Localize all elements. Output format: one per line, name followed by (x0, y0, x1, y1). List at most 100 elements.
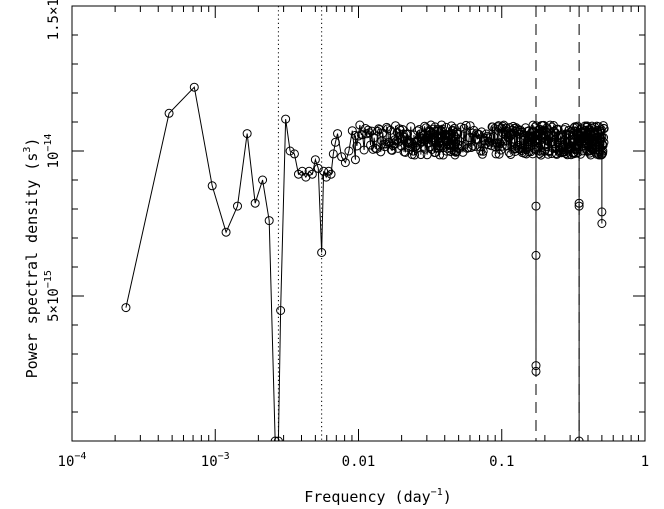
data-point (344, 146, 354, 156)
x-axis-label-text: Frequency (day (304, 488, 430, 506)
data-point (406, 122, 416, 132)
y-axis-label-text: Power spectral density (s (23, 153, 41, 379)
data-point (597, 219, 607, 228)
data-point (514, 129, 524, 139)
data-point (281, 114, 291, 124)
data-point (304, 166, 314, 176)
data-point (233, 201, 242, 211)
data-point (598, 146, 608, 156)
data-point (597, 207, 607, 217)
plot-frame (71, 5, 646, 442)
data-point (358, 130, 368, 140)
data-point (574, 201, 584, 211)
data-point (448, 126, 458, 136)
data-point (403, 129, 412, 139)
data-series (121, 82, 609, 441)
data-point (164, 108, 174, 118)
data-point (482, 131, 492, 141)
data-point (359, 145, 369, 155)
data-point (542, 123, 552, 133)
data-point (497, 141, 507, 151)
data-point (528, 120, 538, 130)
data-point (531, 250, 541, 260)
y-tick-label: 1.5×10−14 (43, 0, 62, 40)
data-point (574, 198, 584, 208)
data-point (477, 127, 487, 137)
y-axis-label-close: ) (23, 138, 41, 147)
x-tick-label: 0.01 (342, 454, 376, 470)
x-tick-label: 10−4 (58, 451, 87, 470)
y-axis-ticks: 5×10−15 10−14 1.5×10−14 (43, 0, 645, 413)
data-point (535, 145, 545, 155)
y-tick-label: 10−14 (43, 134, 62, 169)
data-point (599, 124, 609, 134)
data-point (276, 306, 286, 315)
data-point (433, 143, 443, 153)
data-point (258, 175, 268, 185)
data-point (310, 155, 320, 165)
data-point (289, 149, 299, 159)
data-point (121, 303, 131, 313)
data-point (326, 169, 336, 179)
data-point (264, 216, 274, 226)
data-point (387, 145, 397, 155)
y-tick-label: 5×10−15 (43, 270, 62, 322)
data-point (207, 181, 217, 191)
reference-lines (277, 6, 580, 441)
x-tick-label: 10−3 (201, 451, 230, 470)
data-point (347, 126, 357, 136)
data-point (574, 436, 584, 441)
data-point (313, 163, 323, 173)
data-point (489, 138, 499, 148)
data-point (340, 158, 350, 168)
data-point (307, 169, 317, 179)
data-point (461, 120, 471, 130)
data-point (464, 133, 474, 143)
data-point (531, 366, 541, 376)
data-point (250, 198, 260, 208)
data-point (189, 82, 199, 92)
data-point (541, 130, 551, 140)
data-point (385, 125, 395, 135)
data-point (521, 149, 531, 159)
data-point (520, 140, 530, 150)
x-axis-label-sup: −1 (431, 487, 443, 498)
data-point (350, 155, 360, 165)
data-point (273, 436, 283, 441)
data-point (571, 122, 581, 132)
data-point (437, 120, 447, 130)
data-point (352, 141, 362, 151)
data-point (419, 141, 429, 151)
data-point (330, 137, 340, 147)
data-point (317, 248, 327, 257)
x-tick-label: 0.1 (489, 454, 514, 470)
data-point (511, 143, 521, 153)
data-point (466, 143, 476, 153)
data-point (435, 150, 445, 160)
data-point (324, 166, 334, 176)
x-tick-label: 1 (641, 454, 649, 470)
y-axis-label: Power spectral density (s3) (22, 138, 41, 379)
data-point (383, 124, 393, 134)
data-point (350, 130, 360, 140)
data-point (459, 123, 469, 133)
data-point (270, 436, 280, 441)
data-point (531, 201, 541, 211)
data-point (483, 133, 493, 143)
data-point (242, 129, 252, 139)
y-axis-label-sup: 3 (22, 147, 33, 153)
x-axis-label: Frequency (day−1) (304, 487, 452, 506)
data-point (599, 133, 609, 143)
data-point (321, 172, 331, 182)
data-point (594, 122, 604, 132)
data-point (531, 361, 541, 371)
data-point (420, 121, 430, 131)
data-point (494, 149, 504, 159)
data-point (463, 143, 473, 153)
data-point (534, 149, 544, 159)
data-point (333, 129, 343, 139)
data-point (410, 150, 420, 160)
data-point (221, 227, 231, 237)
x-axis-label-close: ) (443, 488, 452, 506)
